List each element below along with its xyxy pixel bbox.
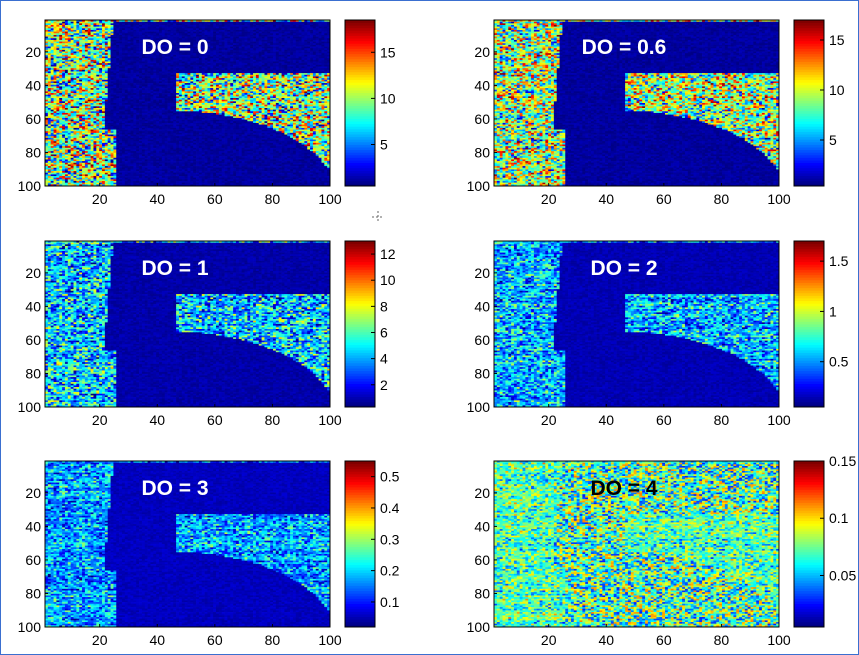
heatmap-panel-1: 20 40 60 80 10020406080100DO = 051015: [18, 20, 396, 207]
